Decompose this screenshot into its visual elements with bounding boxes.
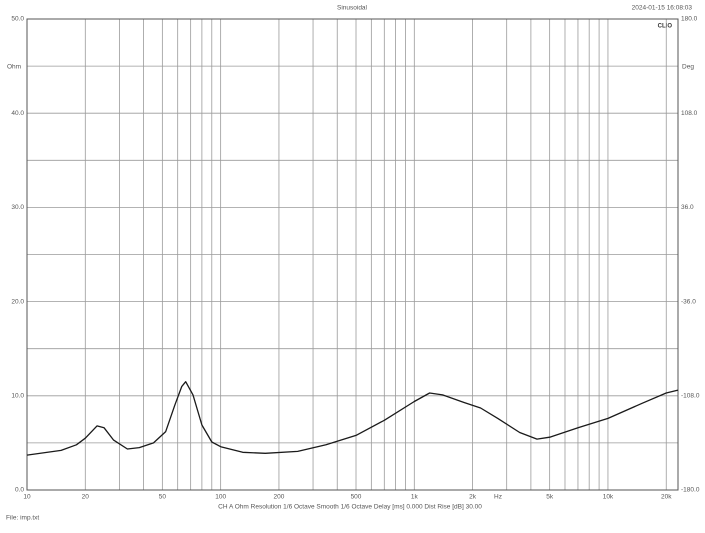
- x-tick-label: 20: [82, 494, 90, 501]
- x-tick-label: 1k: [411, 494, 419, 501]
- chart-title: Sinusoidal: [337, 5, 368, 12]
- x-tick-label: 200: [274, 494, 285, 501]
- y-tick-label: 30.0: [11, 204, 24, 211]
- y2-axis-unit: Deg: [682, 64, 694, 71]
- y-tick-label: 0.0: [15, 487, 24, 494]
- y-tick-label: 20.0: [11, 298, 24, 305]
- x-tick-label: 10k: [603, 494, 614, 501]
- x-tick-label: 20k: [661, 494, 672, 501]
- y2-tick-label: 108.0: [681, 110, 698, 117]
- x-tick-label: 100: [215, 494, 226, 501]
- y2-tick-label: -180.0: [681, 487, 700, 494]
- y-tick-label: 40.0: [11, 110, 24, 117]
- y2-tick-label: 180.0: [681, 16, 698, 23]
- file-name: File: imp.txt: [6, 515, 39, 522]
- x-tick-label: 5k: [546, 494, 554, 501]
- x-tick-label: 50: [159, 494, 167, 501]
- y-tick-label: 10.0: [11, 393, 24, 400]
- x-tick-label: 2k: [469, 494, 477, 501]
- plot-border: [26, 18, 679, 491]
- y2-tick-label: -108.0: [681, 393, 700, 400]
- y2-tick-label: -36.0: [681, 298, 696, 305]
- x-axis-unit: Hz: [494, 494, 502, 501]
- y-axis-unit: Ohm: [7, 64, 21, 71]
- timestamp: 2024-01-15 16:08:03: [632, 5, 693, 12]
- y-tick-label: 50.0: [11, 16, 24, 23]
- footer: CH A Ohm Resolution 1/6 Octave Smooth 1/…: [218, 504, 482, 511]
- impedance-curve: [26, 381, 679, 456]
- y2-tick-label: 36.0: [681, 204, 694, 211]
- logo: CLIO: [658, 24, 673, 30]
- x-tick-label: 10: [23, 494, 31, 501]
- x-tick-label: 500: [351, 494, 362, 501]
